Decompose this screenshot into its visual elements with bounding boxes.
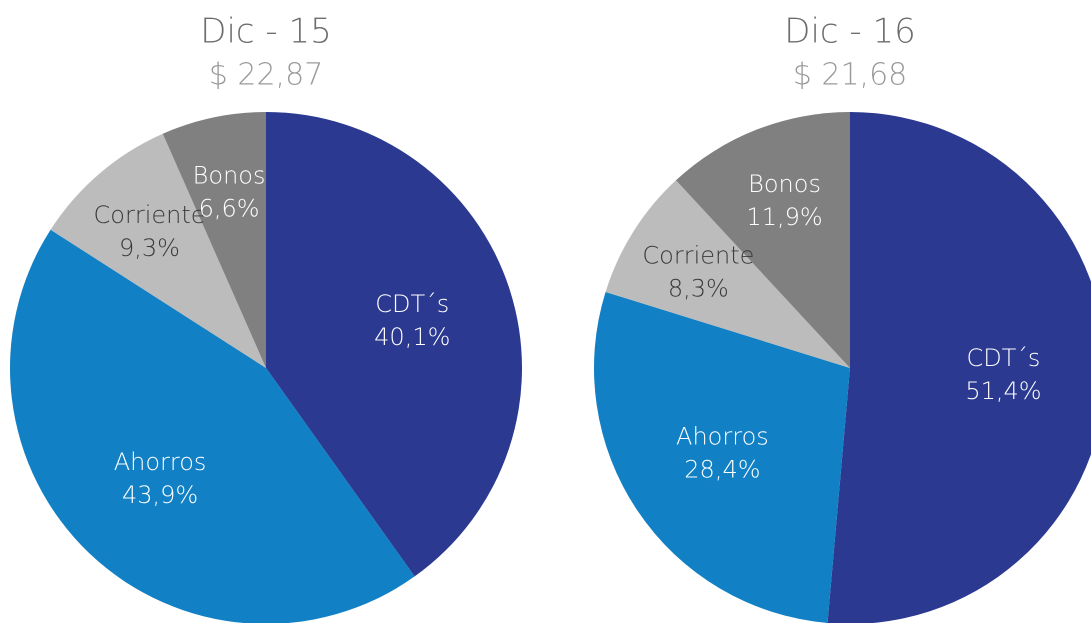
slice-category: Bonos — [748, 170, 821, 198]
chart-subtitle: $ 21,68 — [793, 58, 908, 93]
pie-slice — [827, 112, 1091, 623]
pie-slice — [266, 112, 522, 577]
slice-value-label: 43,9% — [122, 481, 198, 509]
pie-slice — [594, 291, 850, 623]
slice-value-label: 28,4% — [684, 456, 760, 484]
slice-value-label: 11,9% — [746, 203, 822, 231]
pie-slice — [50, 133, 266, 368]
slice-category: Corriente — [94, 201, 206, 229]
pie-slice — [605, 180, 850, 368]
slice-category: CDT´s — [375, 290, 449, 318]
slice-category: Corriente — [642, 241, 754, 269]
slice-value-label: 9,3% — [119, 234, 180, 262]
chart-subtitle: $ 22,87 — [209, 58, 324, 93]
chart-title: Dic - 16 — [784, 12, 915, 52]
pie-slice — [10, 229, 415, 623]
pie-slice — [162, 112, 266, 368]
slice-category: Ahorros — [114, 448, 207, 476]
slice-value-label: 8,3% — [668, 274, 729, 302]
pie-chart: Dic - 15 $ 22,87 CDT´s 40,1% Ahorros 43,9% Cor… — [10, 12, 522, 623]
slice-category: Bonos — [193, 162, 266, 190]
chart-title: Dic - 15 — [200, 12, 331, 52]
slice-category: Ahorros — [676, 423, 769, 451]
pie-chart: Dic - 16 $ 21,68 CDT´s 51,4% Ahorros 28,4% Cor… — [594, 12, 1091, 623]
slice-value-label: 40,1% — [374, 323, 450, 351]
pie-slice — [675, 112, 850, 368]
slice-value-label: 51,4% — [965, 377, 1041, 405]
slice-category: CDT´s — [966, 344, 1040, 372]
slice-value-label: 6,6% — [199, 195, 260, 223]
